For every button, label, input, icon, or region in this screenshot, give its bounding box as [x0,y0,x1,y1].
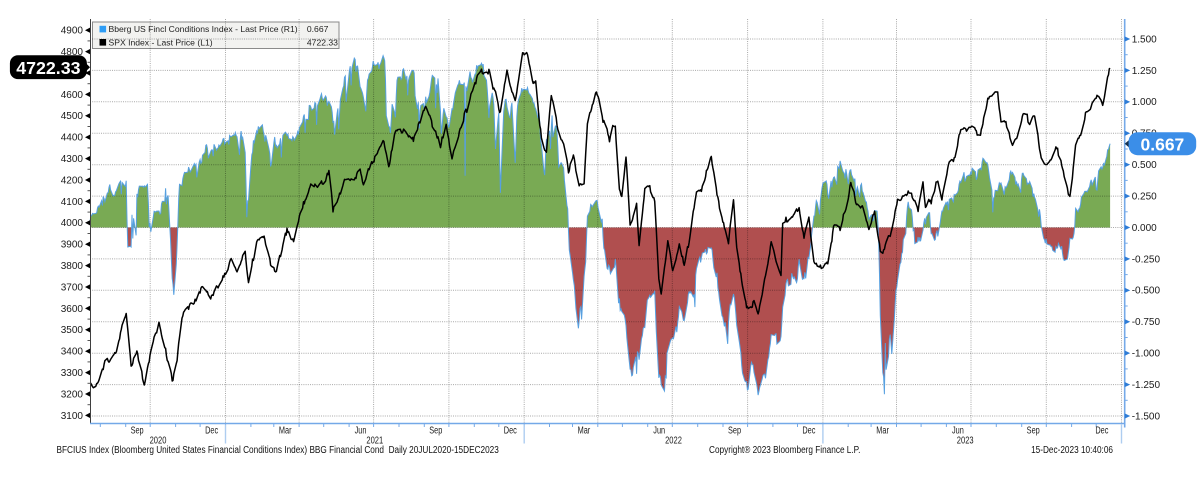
svg-text:BFCIUS Index (Bloomberg United: BFCIUS Index (Bloomberg United States Fi… [57,445,499,456]
svg-text:Dec: Dec [504,424,517,436]
svg-text:3500: 3500 [61,325,84,336]
svg-text:Sep: Sep [131,424,144,436]
svg-text:2022: 2022 [665,434,682,445]
svg-text:4722.33: 4722.33 [307,37,338,47]
svg-text:Copyright® 2023 Bloomberg Fina: Copyright® 2023 Bloomberg Finance L.P. [709,445,860,456]
svg-text:3100: 3100 [61,411,84,422]
svg-text:3200: 3200 [61,389,84,400]
svg-text:Jun: Jun [952,424,964,436]
svg-text:0.667: 0.667 [307,24,329,34]
svg-text:Mar: Mar [279,424,292,436]
svg-text:0.000: 0.000 [1132,223,1157,234]
svg-text:Jun: Jun [355,424,367,436]
svg-text:3300: 3300 [61,368,84,379]
svg-text:0.667: 0.667 [1141,135,1185,155]
svg-text:-1.250: -1.250 [1132,380,1161,391]
svg-text:2021: 2021 [366,434,383,445]
svg-text:4100: 4100 [61,197,84,208]
svg-text:4722.33: 4722.33 [16,58,80,78]
svg-text:1.250: 1.250 [1132,66,1157,77]
svg-text:1.000: 1.000 [1132,97,1157,108]
svg-text:Sep: Sep [1027,424,1040,436]
svg-text:Mar: Mar [578,424,591,436]
svg-text:-0.500: -0.500 [1132,286,1161,297]
svg-text:Bberg US Fincl Conditions Inde: Bberg US Fincl Conditions Index - Last P… [109,24,298,34]
svg-text:4400: 4400 [61,133,84,144]
svg-text:0.250: 0.250 [1132,191,1157,202]
svg-text:-0.250: -0.250 [1132,254,1161,265]
svg-text:2023: 2023 [957,434,974,445]
svg-text:3400: 3400 [61,347,84,358]
svg-text:Sep: Sep [728,424,741,436]
svg-text:Dec: Dec [1095,424,1108,436]
svg-text:Jun: Jun [653,424,665,436]
svg-text:0.500: 0.500 [1132,160,1157,171]
svg-text:4000: 4000 [61,218,84,229]
svg-text:Sep: Sep [429,424,442,436]
svg-text:4800: 4800 [61,47,84,58]
svg-text:3600: 3600 [61,304,84,315]
svg-text:1.500: 1.500 [1132,34,1157,45]
svg-text:Dec: Dec [205,424,218,436]
svg-text:-1.500: -1.500 [1132,411,1161,422]
svg-text:4600: 4600 [61,90,84,101]
svg-text:15-Dec-2023 10:40:06: 15-Dec-2023 10:40:06 [1031,445,1113,456]
svg-text:Dec: Dec [802,424,815,436]
svg-text:3900: 3900 [61,240,84,251]
svg-text:Mar: Mar [876,424,889,436]
svg-text:4300: 4300 [61,154,84,165]
svg-text:-1.000: -1.000 [1132,349,1161,360]
svg-text:4500: 4500 [61,111,84,122]
svg-text:3700: 3700 [61,282,84,293]
svg-text:4900: 4900 [61,26,84,37]
svg-text:SPX Index - Last Price (L1): SPX Index - Last Price (L1) [109,37,213,47]
svg-text:-0.750: -0.750 [1132,317,1161,328]
svg-text:3800: 3800 [61,261,84,272]
svg-text:2020: 2020 [150,434,167,445]
svg-text:4200: 4200 [61,175,84,186]
